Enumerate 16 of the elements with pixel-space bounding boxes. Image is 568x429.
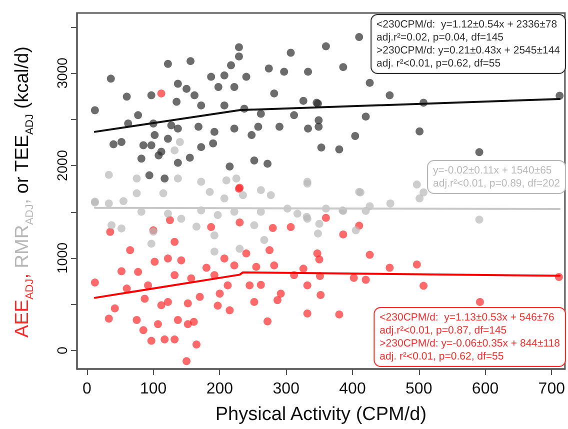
y-tick-label: 0 — [54, 346, 70, 354]
x-tick-label: 100 — [140, 380, 167, 398]
x-tick-label: 400 — [339, 380, 366, 398]
y-tick-label: 2000 — [54, 150, 70, 182]
x-tick-label: 700 — [538, 380, 566, 398]
x-tick-label: 500 — [406, 380, 432, 398]
x-tick-label: 0 — [82, 380, 92, 398]
annotation: <230CPM/d: y=1.12±0.54x + 2336±78 adj.r²=0.02, p=0.04, df=145 >230CPM/d: y=0.21±0.43x + 2545±144 adj. r²<0.01, p=0.62, df=55 — [376, 18, 560, 70]
y-tick-label: 1000 — [54, 242, 70, 274]
x-tick-label: 200 — [206, 380, 234, 398]
y-tick-label: 3000 — [54, 57, 70, 89]
x-axis-title: Physical Activity (CPM/d) — [215, 404, 427, 425]
x-tick-label: 300 — [272, 380, 300, 398]
annotation: <230CPM/d: y=1.13±0.53x + 546±76 adj.r²<0.01, p=0.87, df=145 >230CPM/d: y=-0.06±0.35x + 844±118 adj. r²<0.01, p=0.62, df=55 — [380, 312, 560, 362]
x-tick-label: 600 — [472, 380, 499, 398]
annotation: y=-0.02±0.11x + 1540±65 adj.r²<0.01, p=0.89, df=202 — [433, 164, 560, 190]
